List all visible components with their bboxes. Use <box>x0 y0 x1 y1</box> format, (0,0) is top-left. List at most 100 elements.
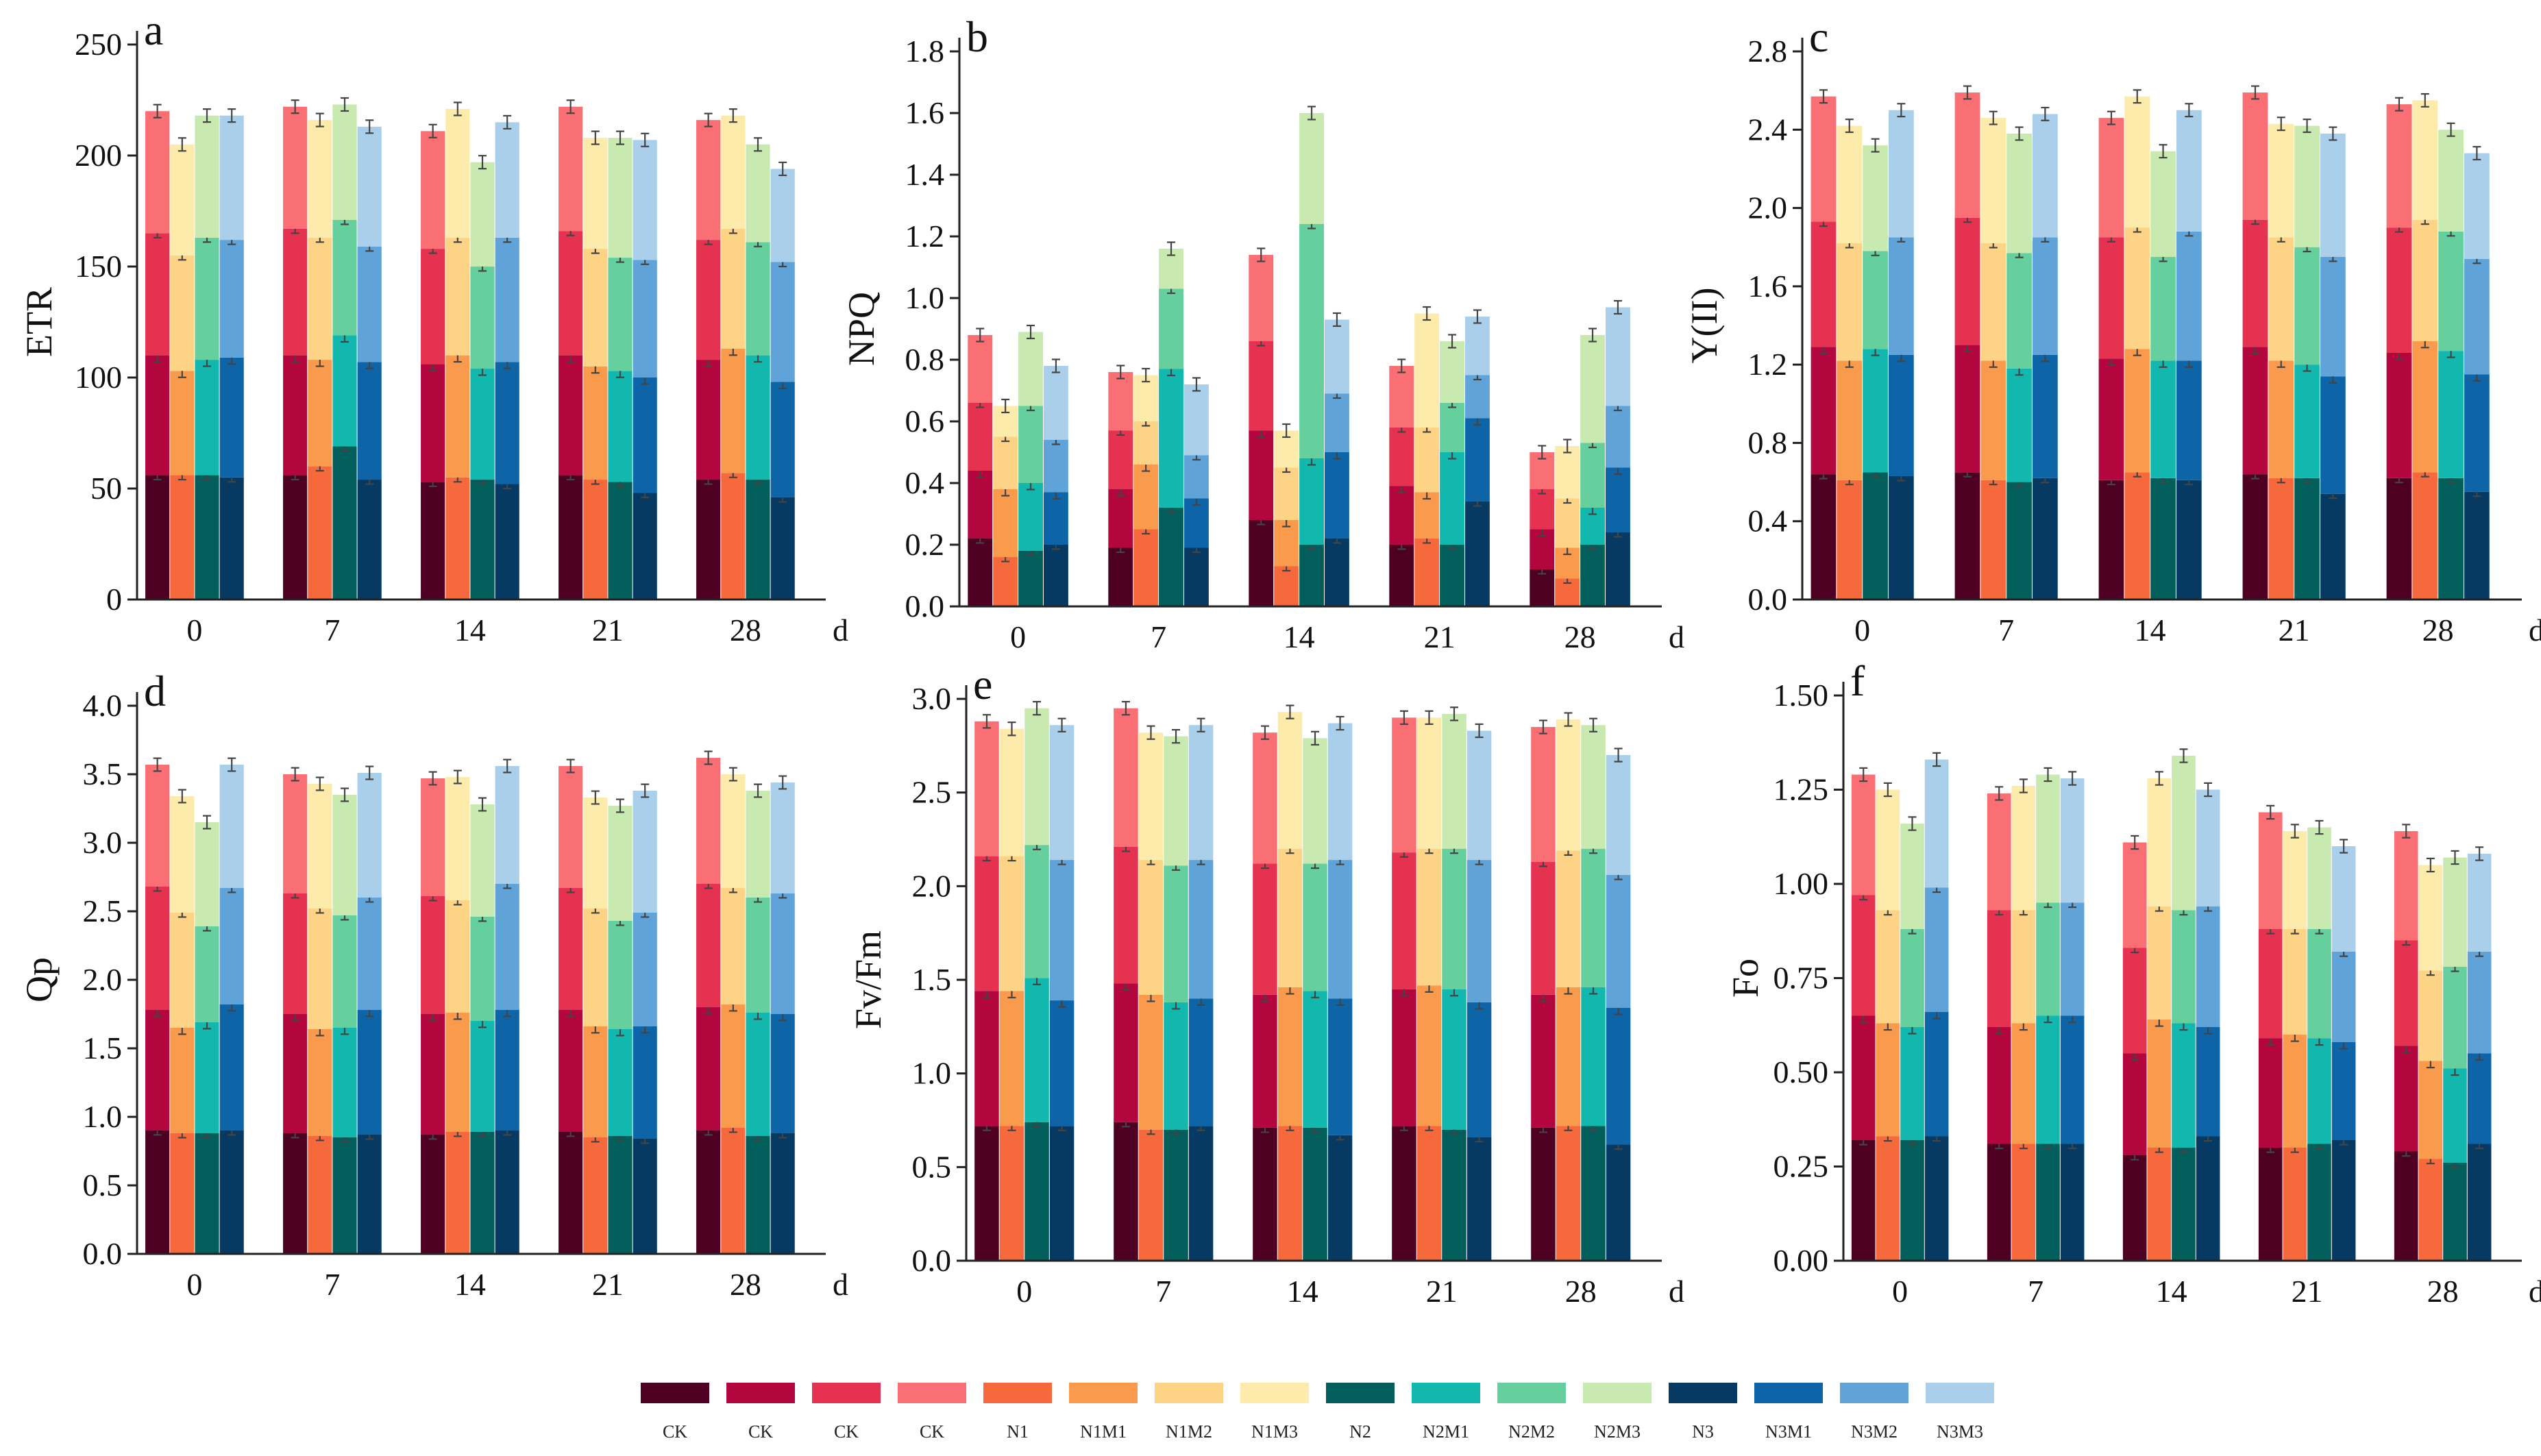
bar-b-day28-CK3 <box>1530 489 1555 530</box>
y-tick-label: 2.5 <box>83 893 123 928</box>
legend-swatch-N1 <box>983 1383 1052 1403</box>
bar-f-day14-N2M1 <box>2172 1023 2196 1148</box>
bar-f-day7-N1M1 <box>2011 1023 2036 1144</box>
y-tick-label: 2.0 <box>912 868 952 903</box>
bar-e-day14-N3M1 <box>1327 998 1353 1135</box>
bar-d-day0-N2M3 <box>195 822 219 926</box>
bar-f-day0-CK1 <box>1851 1140 1876 1261</box>
bar-b-day14-N3M2 <box>1325 393 1349 452</box>
y-tick-label: 3.0 <box>912 681 952 716</box>
bar-a-day28-N3M3 <box>770 169 795 262</box>
bar-d-day0-N3M3 <box>219 765 244 888</box>
bar-e-day21-N2 <box>1442 1129 1466 1261</box>
bar-d-day21-CK4 <box>558 766 583 888</box>
bar-e-day7-N2M1 <box>1164 1002 1188 1130</box>
bar-f-day7-N3M2 <box>2060 902 2085 1016</box>
bar-d-day28-CK1 <box>696 1131 721 1254</box>
bar-e-day28-N2M1 <box>1581 987 1606 1126</box>
bar-e-day0-N3M3 <box>1049 725 1075 861</box>
bar-f-day7-N3M3 <box>2060 778 2085 903</box>
bar-d-day14-N2 <box>470 1132 495 1254</box>
bar-c-day14-N2 <box>2150 478 2176 600</box>
bar-c-day7-CK1 <box>1954 472 1980 600</box>
bar-d-day14-N1M1 <box>445 1013 470 1132</box>
bar-e-day0-N2M2 <box>1024 845 1049 978</box>
y-tick-label: 1.0 <box>912 1056 952 1091</box>
bar-c-day0-CK4 <box>1810 96 1837 222</box>
y-tick-label: 0.0 <box>83 1236 123 1271</box>
bar-a-day7-N2 <box>332 446 357 600</box>
bar-d-day28-N2M1 <box>746 1013 770 1136</box>
bar-e-day21-CK2 <box>1392 989 1416 1126</box>
bar-f-day7-N1 <box>2011 1144 2036 1261</box>
bar-d-day28-N2 <box>746 1136 770 1254</box>
bar-d-day7-N3M1 <box>357 1010 382 1135</box>
bar-b-day14-CK2 <box>1249 430 1274 520</box>
bar-b-day7-N3M1 <box>1184 498 1209 548</box>
legend-swatch-N3M1 <box>1754 1383 1823 1403</box>
bar-c-day28-N2M3 <box>2438 129 2464 232</box>
bar-e-day0-CK1 <box>974 1126 999 1261</box>
bar-f-day7-N2 <box>2036 1144 2060 1261</box>
bar-f-day0-N2 <box>1900 1140 1924 1261</box>
bar-e-day21-CK3 <box>1392 852 1416 989</box>
bar-c-day14-N1M3 <box>2124 96 2150 228</box>
bar-c-day0-N1M1 <box>1837 360 1863 480</box>
bar-d-day0-N3M2 <box>219 888 244 1004</box>
bar-c-day14-N2M3 <box>2150 151 2176 257</box>
y-tick-label: 1.2 <box>905 219 945 254</box>
bar-b-day14-N3M1 <box>1325 452 1349 539</box>
bar-b-day0-CK4 <box>968 335 993 403</box>
bar-a-day28-N1M2 <box>721 228 746 349</box>
bar-d-day14-CK4 <box>421 778 445 896</box>
bar-c-day28-N2 <box>2438 478 2464 600</box>
bar-b-day7-N2 <box>1159 508 1183 606</box>
bar-c-day21-N3M2 <box>2320 257 2346 377</box>
bar-f-day14-N1 <box>2147 1148 2172 1261</box>
bar-a-day7-N1M2 <box>308 237 332 360</box>
x-tick-label: 21 <box>592 613 624 647</box>
y-tick-label: 0.0 <box>905 589 945 624</box>
bar-e-day28-N1M2 <box>1556 850 1581 987</box>
bar-a-day7-N3 <box>357 480 382 600</box>
y-tick-label: 4.0 <box>83 688 123 723</box>
bar-a-day14-N3M3 <box>495 122 519 238</box>
bar-a-day7-N3M1 <box>357 362 382 480</box>
y-tick-label: 0.00 <box>1773 1243 1829 1278</box>
bar-a-day7-CK3 <box>283 228 308 356</box>
bar-b-day21-N3 <box>1465 502 1490 606</box>
bar-f-day0-N2M2 <box>1900 929 1924 1027</box>
x-tick-label: 21 <box>1424 619 1456 654</box>
bar-c-day28-N2M1 <box>2438 351 2464 478</box>
bar-b-day0-N3M2 <box>1044 440 1068 493</box>
bar-f-day28-N2M3 <box>2443 857 2467 967</box>
bar-f-day21-N2M3 <box>2307 827 2331 929</box>
bar-c-day14-CK4 <box>2098 118 2124 238</box>
bar-e-day14-CK3 <box>1253 863 1277 995</box>
bar-a-day21-N1M1 <box>583 366 608 480</box>
bar-c-day14-CK1 <box>2098 480 2124 600</box>
x-tick-label: 21 <box>2292 1274 2323 1309</box>
bar-d-day0-N2M1 <box>195 1022 219 1133</box>
x-tick-label: 7 <box>324 1267 340 1302</box>
bar-a-day14-CK1 <box>421 482 445 600</box>
bar-c-day0-N1M2 <box>1837 243 1863 361</box>
bar-e-day28-CK4 <box>1531 727 1556 862</box>
bar-a-day21-N3M2 <box>633 260 657 378</box>
bar-e-day14-N1M1 <box>1277 987 1303 1126</box>
bar-f-day28-N1 <box>2418 1159 2443 1261</box>
bar-b-day28-CK1 <box>1530 569 1555 606</box>
bar-c-day21-N1M1 <box>2268 360 2294 478</box>
y-tick-label: 1.50 <box>1773 678 1829 713</box>
bar-f-day7-N2M1 <box>2036 1015 2060 1144</box>
bar-a-day21-N1M3 <box>583 138 608 249</box>
bar-f-day14-N1M3 <box>2147 778 2172 906</box>
bar-c-day21-N1M3 <box>2268 123 2294 238</box>
panel-letter: e <box>973 660 992 708</box>
bar-b-day28-N3M1 <box>1606 467 1630 532</box>
y-tick-label: 0.5 <box>912 1149 952 1184</box>
y-tick-label: 3.5 <box>83 756 123 791</box>
legend-label-N1M2: N1M2 <box>1166 1422 1212 1442</box>
panel-letter: f <box>1850 656 1865 705</box>
bar-f-day21-CK1 <box>2258 1148 2283 1261</box>
